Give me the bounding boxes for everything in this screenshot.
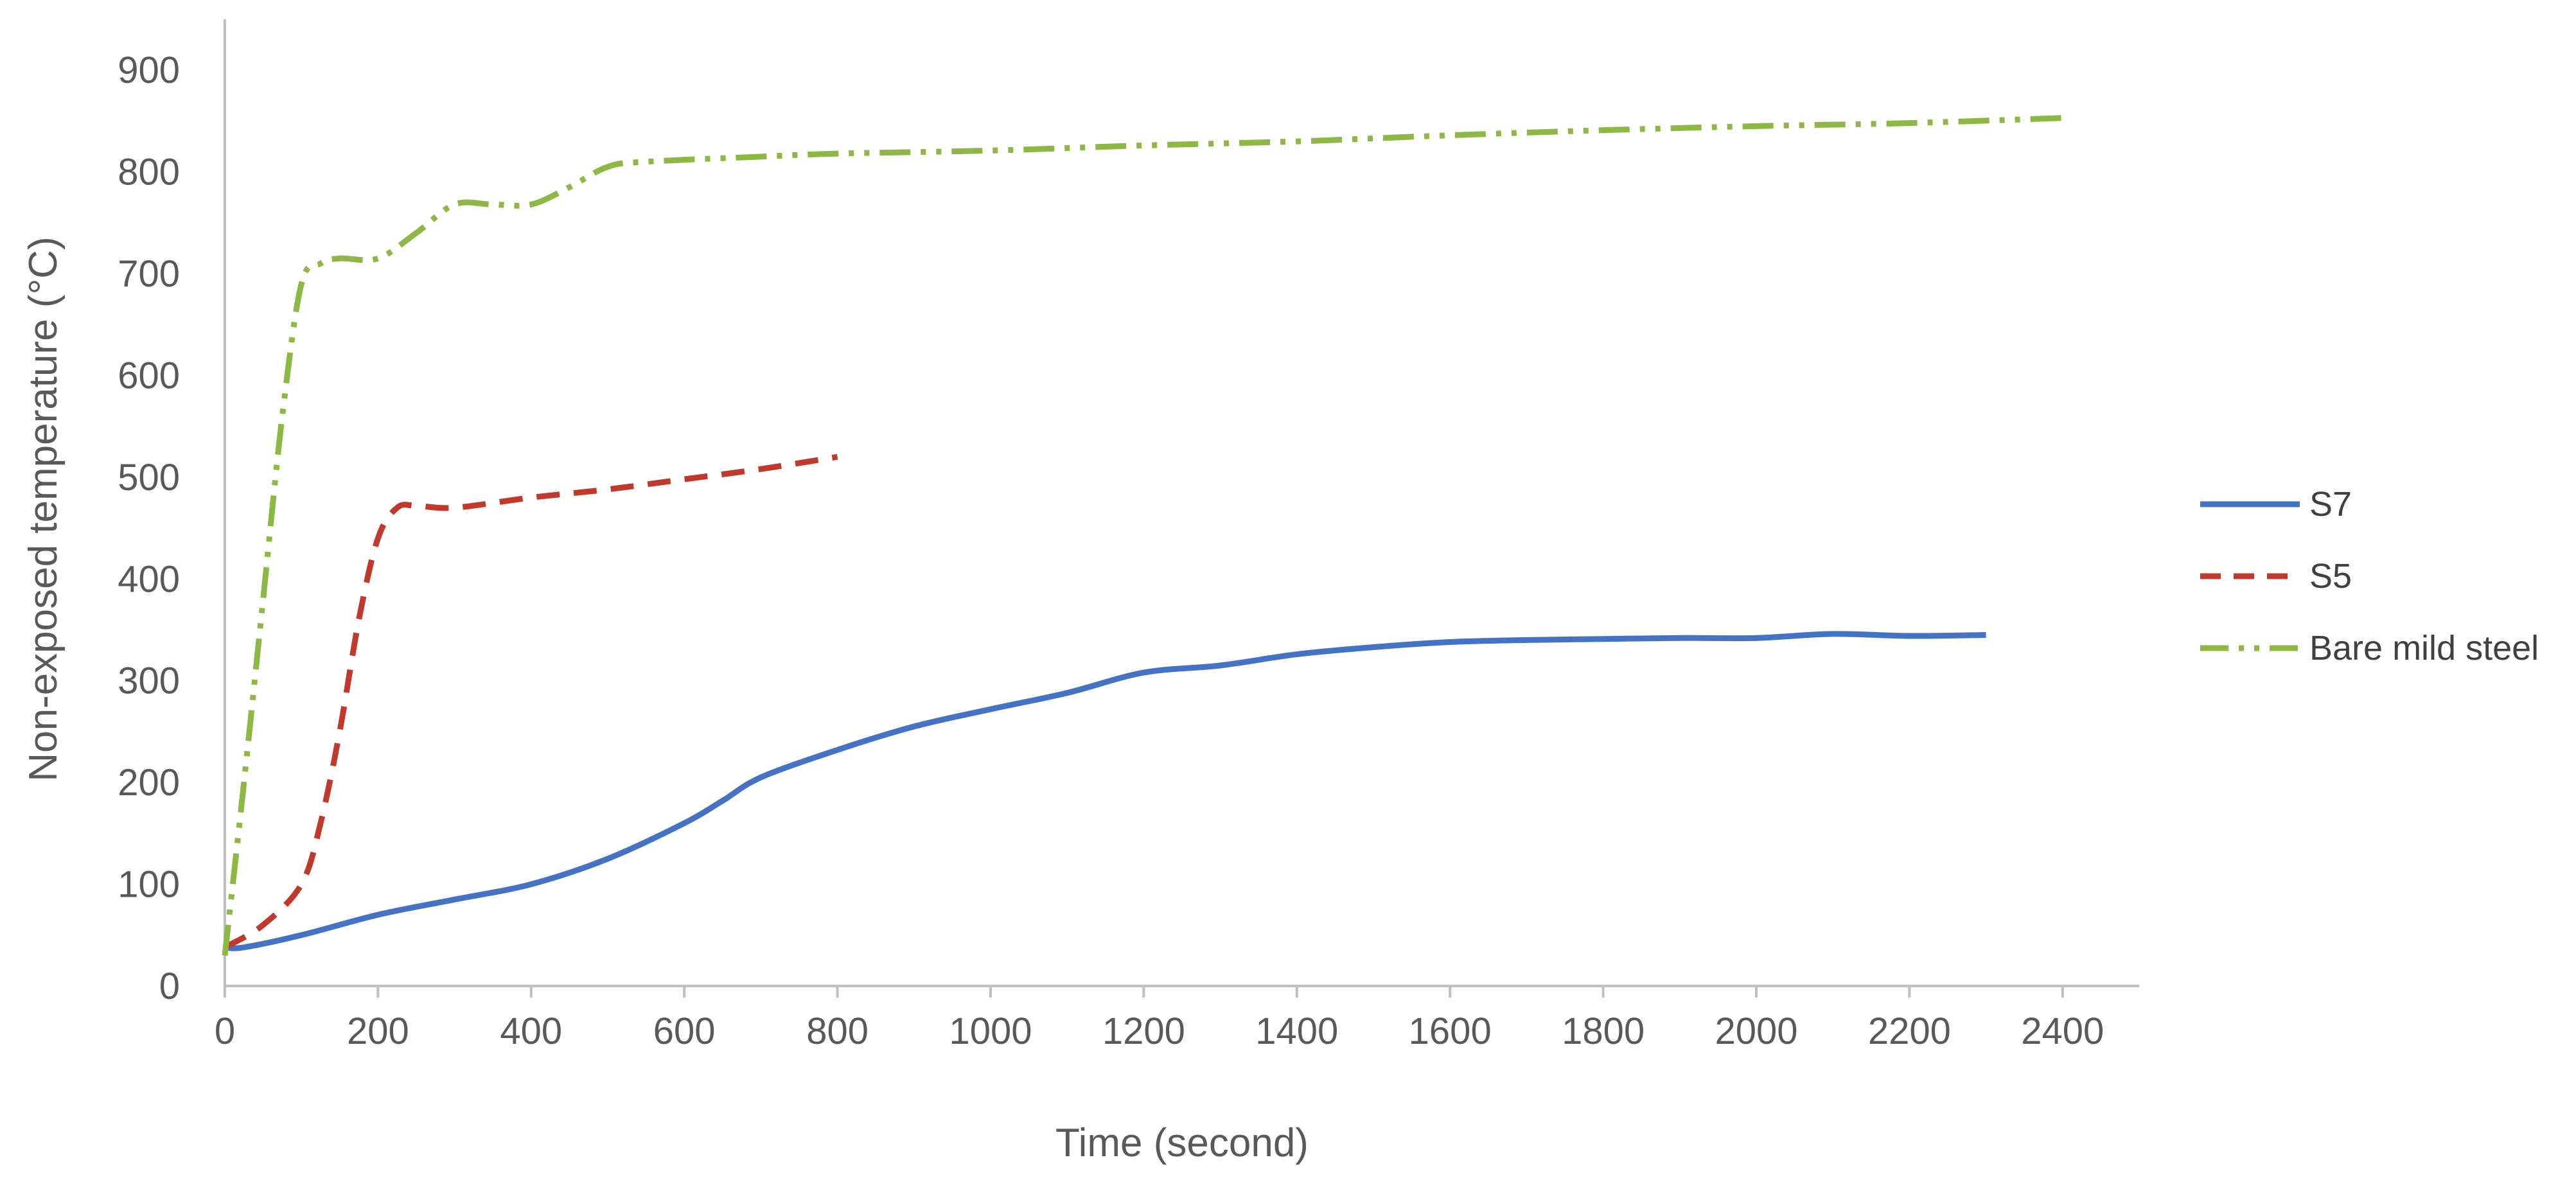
legend-label: Bare mild steel <box>2309 629 2539 667</box>
x-tick-label: 1800 <box>1562 1010 1645 1052</box>
legend: S7 S5 Bare mild steel <box>2200 485 2539 667</box>
legend-label: S7 <box>2309 485 2352 524</box>
series-line-bare-mild-steel <box>222 115 2063 956</box>
x-tick-label: 0 <box>215 1010 235 1052</box>
x-tick-label: 1600 <box>1409 1010 1492 1052</box>
series-line-s5 <box>223 454 838 950</box>
x-tick-label: 1200 <box>1102 1010 1185 1052</box>
x-tick-label: 2400 <box>2021 1010 2104 1052</box>
y-tick-label: 800 <box>118 152 180 193</box>
x-tick-label: 1400 <box>1255 1010 1338 1052</box>
x-tick-label: 800 <box>806 1010 869 1052</box>
legend-item-s7: S7 <box>2200 485 2352 524</box>
x-tick-label: 2200 <box>1868 1010 1951 1052</box>
x-tick-label: 2000 <box>1715 1010 1797 1052</box>
axes: 0 200 400 600 800 1000 1200 1400 1600 1800 2000 220… <box>118 19 2139 1052</box>
x-axis-title: Time (second) <box>1055 1121 1309 1165</box>
series-line-s7 <box>224 631 1986 951</box>
x-tick-label: 200 <box>347 1010 409 1052</box>
y-tick-label: 600 <box>118 355 180 396</box>
y-tick-label: 300 <box>118 660 180 702</box>
y-tick-label: 500 <box>118 457 180 498</box>
y-tick-label: 100 <box>118 864 180 906</box>
series-lines <box>222 115 2063 956</box>
y-tick-label: 700 <box>118 253 180 295</box>
y-tick-label: 0 <box>159 965 180 1007</box>
x-tick-label: 400 <box>500 1010 562 1052</box>
x-tick-label: 1000 <box>949 1010 1032 1052</box>
x-tick-label: 600 <box>653 1010 716 1052</box>
y-tick-label: 200 <box>118 762 180 804</box>
legend-item-bare-mild-steel: Bare mild steel <box>2200 629 2539 667</box>
y-tick-label: 400 <box>118 558 180 600</box>
y-tick-label: 900 <box>118 49 180 91</box>
legend-item-s5: S5 <box>2200 557 2352 595</box>
legend-label: S5 <box>2309 557 2352 595</box>
y-axis-title: Non-exposed temperature (°C) <box>21 236 66 781</box>
